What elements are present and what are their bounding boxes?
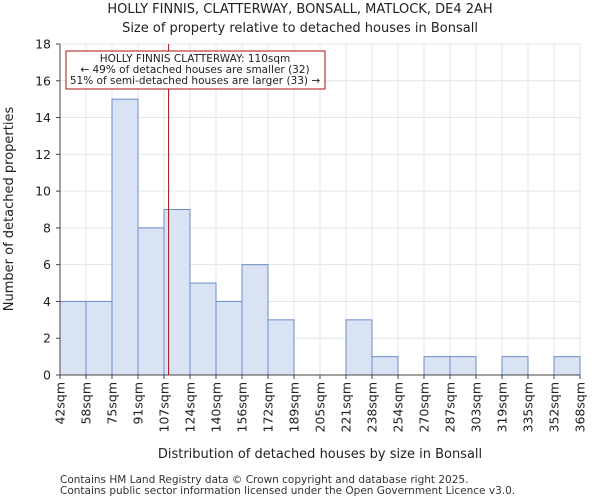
x-tick-label: 91sqm — [131, 382, 146, 425]
annotation-border — [65, 50, 326, 90]
x-tick-label: 270sqm — [417, 382, 432, 432]
histogram-bar — [137, 227, 165, 376]
bars — [59, 98, 581, 376]
y-tick-label: 18 — [35, 37, 51, 52]
histogram-bar — [111, 98, 139, 376]
x-tick-label: 42sqm — [53, 382, 68, 425]
x-tick-label: 107sqm — [157, 382, 172, 432]
y-ticks: 0 2 4 6 8 10 12 14 16 18 — [35, 37, 60, 383]
chart-title-line1: HOLLY FINNIS, CLATTERWAY, BONSALL, MATLO… — [107, 2, 493, 17]
x-tick-label: 172sqm — [261, 382, 276, 432]
histogram-bar — [345, 319, 373, 376]
histogram-bar — [85, 300, 113, 376]
y-tick-label: 10 — [35, 184, 51, 199]
x-axis-label: Distribution of detached houses by size … — [158, 447, 482, 462]
x-tick-label: 319sqm — [495, 382, 510, 432]
footer-line2: Contains public sector information licen… — [60, 485, 516, 497]
y-tick-label: 12 — [35, 147, 51, 162]
x-tick-label: 75sqm — [105, 382, 120, 425]
y-tick-label: 8 — [43, 220, 51, 235]
y-tick-label: 16 — [35, 73, 51, 88]
y-tick-label: 6 — [43, 257, 51, 272]
annotation-line2: ← 49% of detached houses are smaller (32… — [80, 64, 309, 76]
histogram-bar — [163, 209, 191, 376]
y-tick-label: 14 — [35, 110, 51, 125]
x-tick-label: 221sqm — [339, 382, 354, 432]
y-tick-label: 4 — [43, 294, 51, 309]
histogram-bar — [215, 300, 243, 376]
x-ticks: 42sqm 58sqm 75sqm 91sqm 107sqm 124sqm 140sqm 15… — [53, 375, 588, 432]
chart-title-line2: Size of property relative to detached ho… — [122, 21, 478, 36]
histogram-bar — [241, 264, 269, 376]
y-axis-label: Number of detached properties — [2, 107, 17, 312]
histogram-bar — [553, 356, 581, 376]
histogram-bar — [59, 300, 87, 376]
annotation-line1: HOLLY FINNIS CLATTERWAY: 110sqm — [100, 53, 291, 65]
annotation-line3: 51% of semi-detached houses are larger (… — [70, 75, 321, 87]
histogram-bar — [189, 282, 217, 376]
x-tick-label: 368sqm — [573, 382, 588, 432]
y-tick-label: 2 — [43, 331, 51, 346]
annotation-box: HOLLY FINNIS CLATTERWAY: 110sqm ← 49% of… — [65, 50, 326, 90]
x-tick-label: 58sqm — [79, 382, 94, 425]
footer-line1: Contains HM Land Registry data © Crown c… — [60, 474, 469, 486]
x-tick-label: 140sqm — [209, 382, 224, 432]
x-tick-label: 335sqm — [521, 382, 536, 432]
x-tick-label: 238sqm — [365, 382, 380, 432]
histogram-bar — [267, 319, 295, 376]
x-tick-label: 303sqm — [469, 382, 484, 432]
histogram-bar — [423, 356, 451, 376]
x-tick-label: 352sqm — [547, 382, 562, 432]
x-tick-label: 287sqm — [443, 382, 458, 432]
histogram-bar — [501, 356, 529, 376]
x-tick-label: 254sqm — [391, 382, 406, 432]
histogram-bar — [371, 356, 399, 376]
x-tick-label: 124sqm — [183, 382, 198, 432]
histogram-bar — [449, 356, 477, 376]
x-tick-label: 156sqm — [235, 382, 250, 432]
x-tick-label: 189sqm — [287, 382, 302, 432]
x-tick-label: 205sqm — [313, 382, 328, 432]
y-tick-label: 0 — [43, 368, 51, 383]
